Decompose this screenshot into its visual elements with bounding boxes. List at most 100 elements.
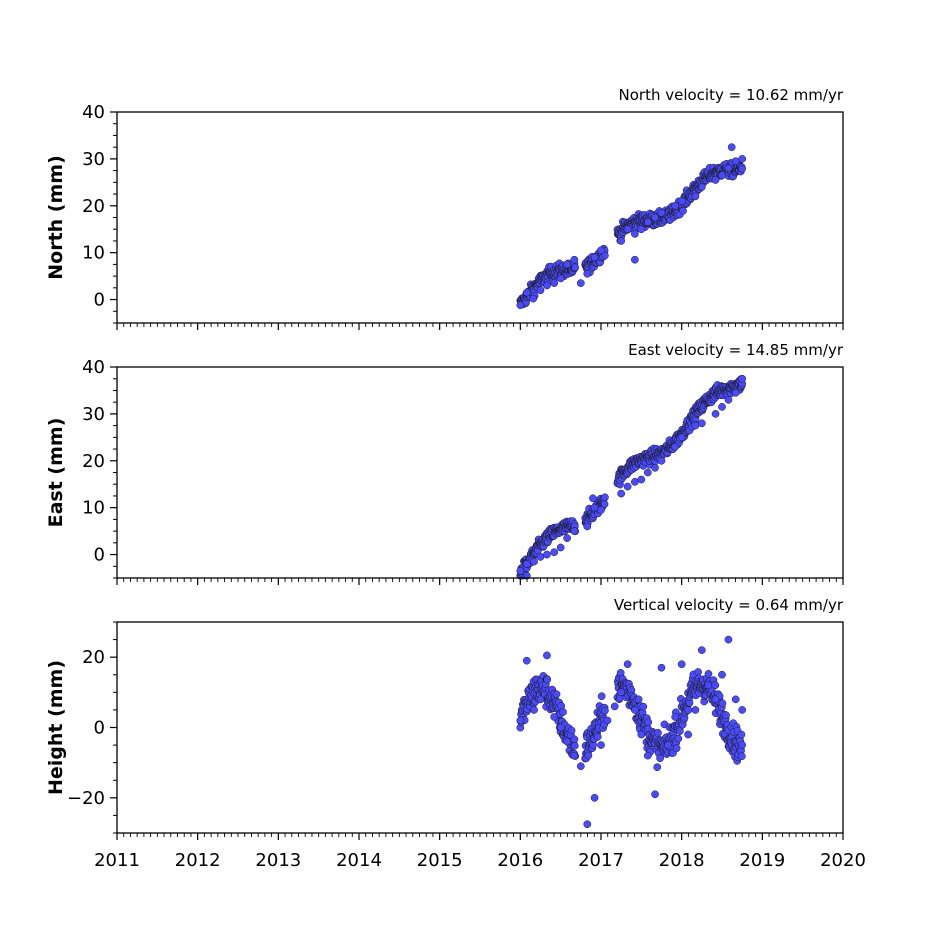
north-data-point <box>543 281 551 290</box>
north-data-point <box>571 263 580 272</box>
north-data-point <box>563 260 571 269</box>
height-data-point <box>570 741 579 750</box>
height-data-point <box>583 820 592 829</box>
x-tick-label: 2012 <box>175 850 221 871</box>
height-y-tick-label: 20 <box>82 647 105 668</box>
height-data-point <box>724 635 733 644</box>
height-data-point <box>550 713 559 721</box>
height-data-point <box>684 730 692 739</box>
height-data-point <box>718 699 727 708</box>
east-data-point <box>522 560 531 568</box>
x-tick-label: 2011 <box>94 850 140 871</box>
height-data-point <box>530 706 538 714</box>
height-data-point <box>543 675 552 684</box>
north-data-points <box>516 143 747 310</box>
height-data-point <box>543 651 551 660</box>
height-data-point <box>516 716 525 725</box>
north-y-tick-label: 20 <box>82 196 105 217</box>
east-data-point <box>556 543 565 552</box>
east-y-tick-label: 10 <box>82 498 105 519</box>
height-data-point <box>654 728 662 737</box>
height-data-point <box>644 718 653 727</box>
east-data-point <box>589 494 597 503</box>
height-data-point <box>738 741 747 749</box>
height-data-point <box>704 670 713 678</box>
north-data-point <box>617 237 626 245</box>
north-data-point <box>550 279 559 287</box>
height-data-point <box>677 660 686 669</box>
north-data-point <box>738 164 747 173</box>
height-data-point <box>597 692 606 701</box>
height-data-point <box>634 695 643 704</box>
north-data-point <box>631 255 639 264</box>
height-data-point <box>718 670 726 679</box>
east-data-point <box>516 567 525 575</box>
east-data-point <box>697 419 706 428</box>
height-data-point <box>556 723 565 732</box>
east-y-tick-label: 0 <box>94 545 105 566</box>
x-tick-label: 2017 <box>578 850 624 871</box>
height-data-point <box>738 706 747 714</box>
height-data-point <box>731 695 740 704</box>
east-velocity-title: East velocity = 14.85 mm/yr <box>628 341 844 359</box>
north-data-point <box>724 164 733 173</box>
height-data-point <box>704 681 713 690</box>
height-data-point <box>597 741 605 749</box>
east-data-point <box>637 475 646 484</box>
east-y-axis-label: East (mm) <box>45 418 67 528</box>
height-axes-frame <box>116 621 844 834</box>
east-y-tick-label: 40 <box>82 357 105 378</box>
east-data-point <box>671 442 680 451</box>
height-data-point <box>610 702 619 711</box>
north-data-point <box>677 197 686 205</box>
east-data-point <box>657 456 666 465</box>
north-data-point <box>529 294 538 303</box>
height-data-points <box>516 635 747 829</box>
east-data-point <box>530 557 538 566</box>
east-data-point <box>718 403 726 411</box>
north-data-point <box>691 192 700 201</box>
x-tick-label: 2016 <box>497 850 543 871</box>
north-data-point <box>718 171 726 180</box>
height-data-point <box>664 741 672 749</box>
height-y-tick-label: −20 <box>67 788 105 809</box>
east-data-point <box>617 489 626 498</box>
height-data-point <box>536 695 545 704</box>
height-data-point <box>570 735 579 744</box>
north-y-tick-label: 10 <box>82 243 105 264</box>
north-data-point <box>516 301 525 310</box>
height-data-point <box>691 706 700 714</box>
north-data-point <box>643 218 652 227</box>
east-data-point <box>623 482 632 491</box>
east-data-point <box>597 506 605 514</box>
height-data-point <box>675 727 684 736</box>
height-data-point <box>671 713 680 721</box>
north-data-point <box>590 253 599 262</box>
height-data-point <box>737 730 746 739</box>
height-data-point <box>651 790 659 799</box>
north-y-tick-label: 0 <box>94 290 105 311</box>
north-data-point <box>671 201 680 210</box>
east-data-point <box>536 553 545 561</box>
north-data-point <box>631 230 639 238</box>
north-data-point <box>623 225 632 234</box>
height-data-point <box>631 706 639 714</box>
north-data-point <box>727 143 736 152</box>
height-data-point <box>623 660 632 669</box>
height-data-point <box>567 726 576 735</box>
east-data-point <box>651 463 659 472</box>
north-data-point <box>522 288 531 297</box>
height-data-point <box>697 646 706 654</box>
north-data-point <box>679 206 687 215</box>
x-tick-label: 2019 <box>739 850 785 871</box>
height-data-point <box>603 716 612 725</box>
north-data-point <box>711 176 720 184</box>
east-data-point <box>583 522 592 531</box>
height-data-point <box>637 730 646 739</box>
north-data-point <box>651 213 659 222</box>
north-panel: North velocity = 10.62 mm/yr North (mm) 0 1… <box>45 86 844 330</box>
height-data-point <box>559 708 567 716</box>
north-data-point <box>583 269 592 278</box>
height-data-point <box>563 737 571 746</box>
east-data-point <box>711 410 720 418</box>
